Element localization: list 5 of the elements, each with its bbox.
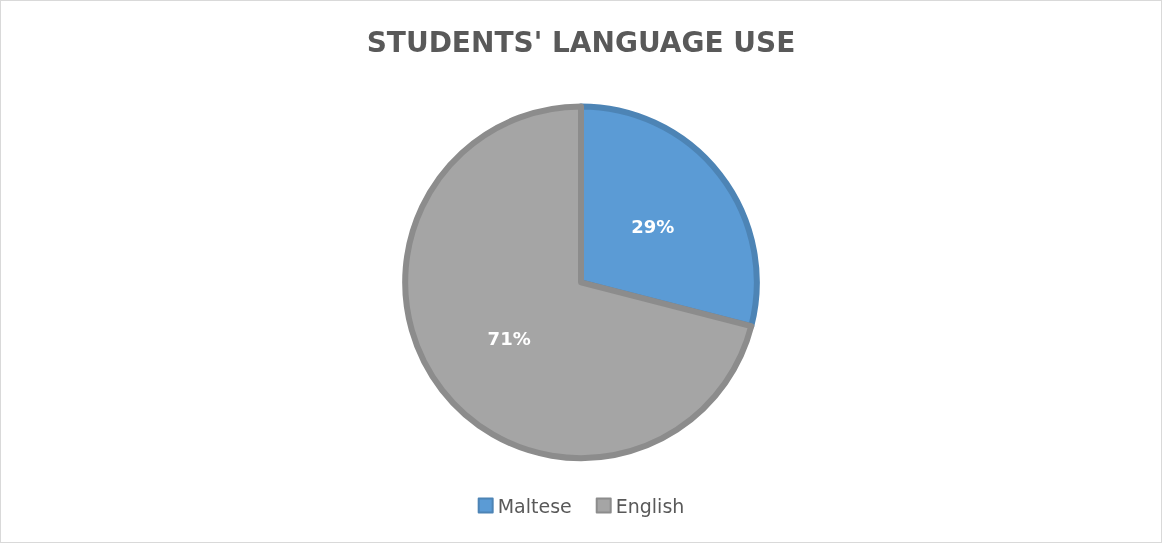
legend-label: English (615, 494, 685, 517)
data-label: 71% (487, 327, 531, 349)
legend-label: Maltese (497, 494, 572, 517)
chart-title: STUDENTS' LANGUAGE USE (366, 25, 796, 59)
data-label: 29% (631, 216, 675, 238)
